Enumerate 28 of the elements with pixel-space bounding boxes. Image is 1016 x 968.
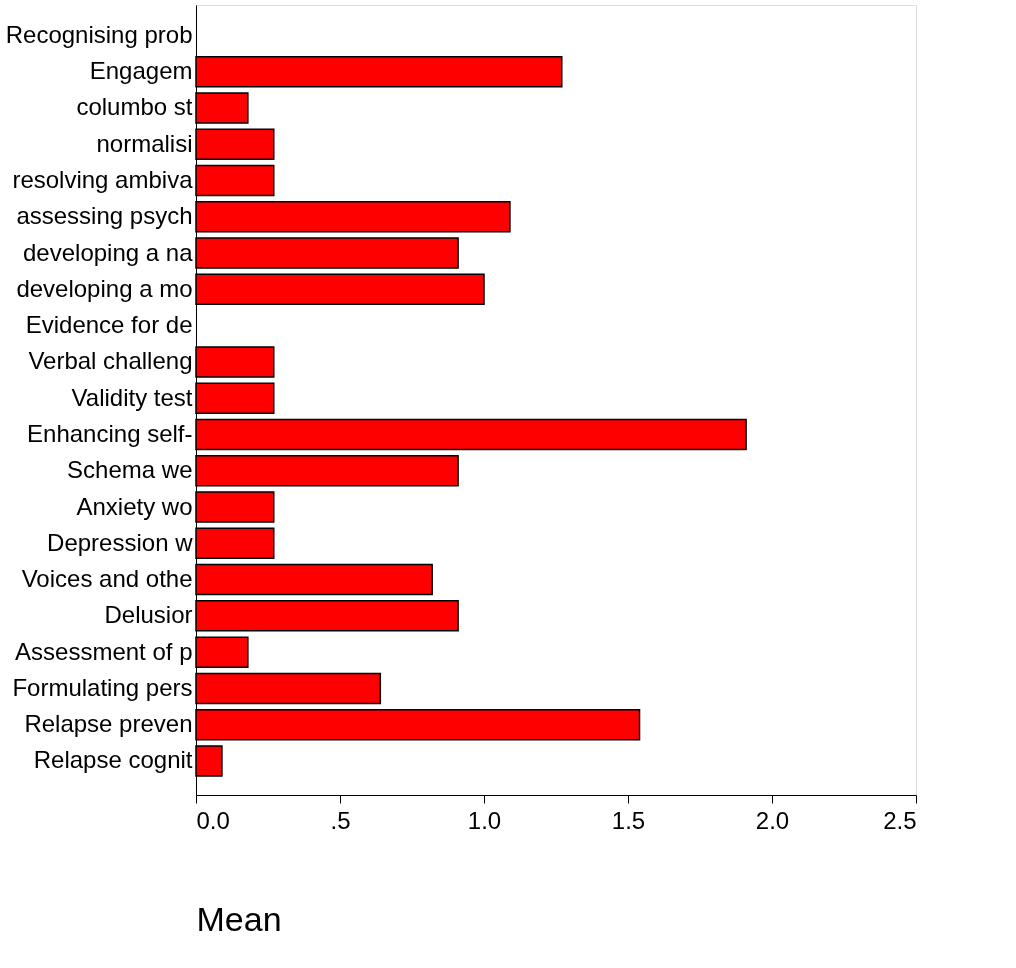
y-tick-label: Relapse preven <box>24 710 193 738</box>
y-tick-label: Enhancing self- <box>27 419 193 447</box>
y-tick-label: Formulating pers <box>12 673 193 701</box>
y-tick-label: Evidence for de <box>25 311 193 339</box>
y-tick-label: Relapse cognit <box>33 746 193 774</box>
x-tick-label: 2.0 <box>755 806 790 834</box>
y-tick-label: developing a na <box>23 238 194 266</box>
y-tick-label: normalisi <box>96 129 193 157</box>
y-tick-label: developing a mo <box>16 274 193 302</box>
x-tick-label: 1.0 <box>467 806 502 834</box>
y-tick-label: Recognising prob <box>5 20 193 48</box>
y-tick-label: Schema we <box>67 456 193 484</box>
y-tick-label: assessing psych <box>16 202 193 230</box>
y-tick-label: Delusior <box>104 601 193 629</box>
y-tick-label: Assessment of p <box>15 637 193 665</box>
x-axis-title: Mean <box>196 899 282 938</box>
y-tick-label: Voices and othe <box>21 565 193 593</box>
y-tick-label: Verbal challeng <box>28 347 193 375</box>
x-tick-label: 1.5 <box>611 806 646 834</box>
y-tick-label: resolving ambiva <box>12 166 194 194</box>
y-tick-label: Anxiety wo <box>76 492 193 520</box>
y-tick-label: columbo st <box>76 93 193 121</box>
x-tick-label: 2.5 <box>883 806 917 834</box>
y-tick-label: Depression w <box>47 528 194 556</box>
x-tick-label: 0.0 <box>196 806 230 834</box>
y-tick-label: Validity test <box>71 383 193 411</box>
x-tick-label: .5 <box>330 806 351 834</box>
y-tick-label: Engagem <box>89 57 193 85</box>
